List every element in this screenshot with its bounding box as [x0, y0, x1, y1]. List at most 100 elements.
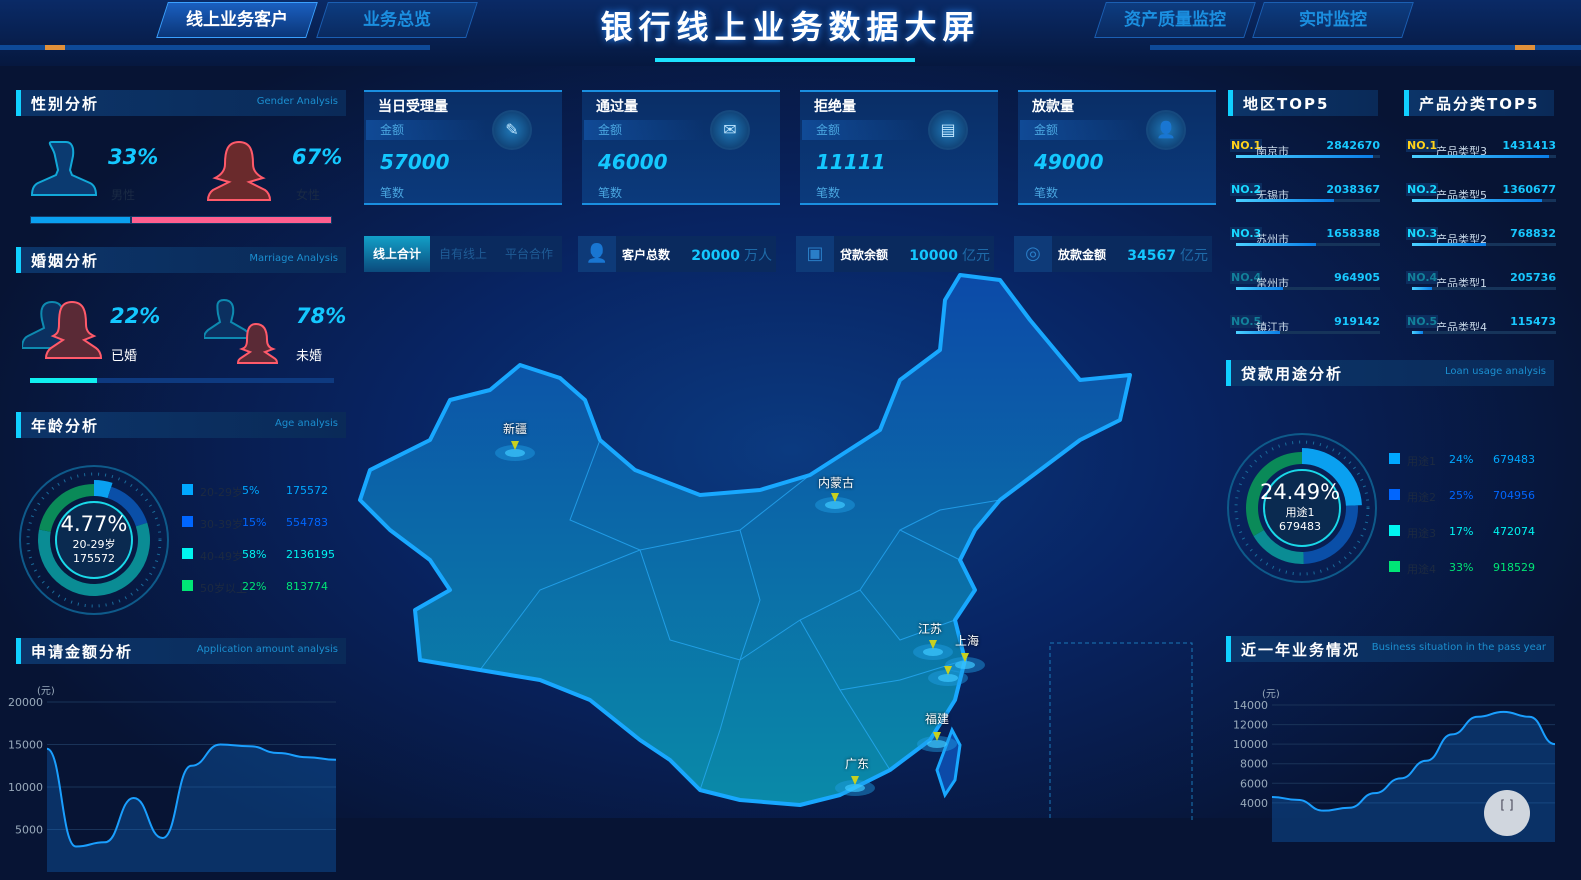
rank-bar-fill	[1236, 331, 1280, 334]
rank-bar-track	[1236, 199, 1380, 202]
card-title: 通过量	[596, 96, 638, 116]
china-map[interactable]	[340, 260, 1220, 820]
rank-value: 1658388	[1326, 227, 1380, 240]
section-subtitle: Business situation in the pass year	[1372, 642, 1546, 653]
section-title: 近一年业务情况	[1241, 639, 1360, 660]
mail-check-icon: ✉	[710, 110, 750, 150]
unmarried-label: 未婚	[296, 345, 322, 364]
legend-percent: 33%	[1449, 561, 1473, 574]
region-top5-header: 地区TOP5	[1228, 90, 1378, 116]
rank-value: 205736	[1510, 271, 1556, 284]
marriage-ratio-bar	[30, 378, 334, 383]
map-ripple-core	[927, 740, 947, 748]
loan_usage-legend-item[interactable]: 用途4 33% 918529	[1389, 561, 1559, 575]
count-label: 笔数	[1034, 184, 1058, 201]
header-accent	[1515, 45, 1535, 50]
rank-value: 1431413	[1502, 139, 1556, 152]
area-fill	[47, 745, 336, 873]
legend-value: 2136195	[286, 548, 335, 561]
age-center-value: 175572	[34, 552, 154, 565]
section-title: 申请金额分析	[31, 641, 133, 662]
y-tick-label: 12000	[1233, 719, 1268, 732]
card-title: 拒绝量	[814, 96, 856, 116]
legend-value: 813774	[286, 580, 328, 593]
card-title: 当日受理量	[378, 96, 448, 116]
count-label: 笔数	[380, 184, 404, 201]
map-ripple-core	[938, 674, 958, 682]
age-donut-center: 4.77% 20-29岁 175572	[34, 512, 154, 565]
female-icon	[206, 140, 272, 202]
unmarried-percent: 78%	[296, 304, 346, 328]
y-tick-label: 10000	[1233, 738, 1268, 751]
married-couple-icon	[22, 298, 104, 362]
card-value: 11111	[816, 150, 886, 174]
legend-percent: 25%	[1449, 489, 1473, 502]
legend-value: 918529	[1493, 561, 1535, 574]
nav-tab-label: 业务总览	[323, 3, 471, 37]
map-label-shanghai[interactable]: 上海	[955, 632, 979, 649]
map-ripple-core	[955, 661, 975, 669]
amount-label: 金额	[366, 120, 486, 140]
header-accent	[45, 45, 65, 50]
map-label-jiangsu[interactable]: 江苏	[918, 620, 942, 637]
map-label-xinjiang[interactable]: 新疆	[503, 420, 527, 437]
female-percent: 67%	[292, 145, 342, 169]
product-top5-header: 产品分类TOP5	[1404, 90, 1554, 116]
rank-bar-track	[1412, 199, 1556, 202]
marriage-section-header: 婚姻分析 Marriage Analysis	[16, 247, 346, 273]
fullscreen-button[interactable]: [ ]	[1484, 790, 1530, 836]
rank-bar-fill	[1236, 155, 1373, 158]
nav-tab-label: 线上业务客户	[163, 3, 311, 37]
count-label: 笔数	[816, 184, 840, 201]
legend-value: 704956	[1493, 489, 1535, 502]
rank-bar-track	[1412, 331, 1556, 334]
map-label-fujian[interactable]: 福建	[925, 710, 949, 727]
section-title: 年龄分析	[31, 415, 99, 436]
document-reject-icon: ▤	[928, 110, 968, 150]
map-label-neimenggu[interactable]: 内蒙古	[818, 474, 854, 491]
page-title: 银行线上业务数据大屏	[500, 2, 1081, 48]
nav-tab-business-overview[interactable]: 业务总览	[316, 2, 478, 38]
rank-bar-track	[1412, 287, 1556, 290]
rank-badge: NO.4	[1406, 271, 1438, 284]
female-bar	[132, 217, 331, 223]
rank-bar-track	[1236, 331, 1380, 334]
map-ripple-core	[923, 648, 943, 656]
legend-name: 用途4	[1407, 561, 1436, 577]
rank-bar-track	[1236, 287, 1380, 290]
card-value: 49000	[1034, 150, 1104, 174]
rank-bar-track	[1236, 155, 1380, 158]
legend-name: 30-39岁	[200, 516, 243, 532]
map-label-guangdong[interactable]: 广东	[845, 755, 869, 772]
rank-bar-fill	[1236, 243, 1316, 246]
rank-bar-fill	[1236, 199, 1334, 202]
nav-tab-online-customers[interactable]: 线上业务客户	[156, 2, 318, 38]
nav-tab-label: 资产质量监控	[1101, 3, 1249, 37]
amount-label: 金额	[802, 120, 922, 140]
section-title: 地区TOP5	[1243, 93, 1329, 114]
fullscreen-icon: [ ]	[1500, 798, 1513, 812]
nav-tab-realtime[interactable]: 实时监控	[1252, 2, 1414, 38]
loan-center-value: 679483	[1240, 520, 1360, 533]
legend-name: 50岁以上	[200, 580, 247, 596]
nav-tab-asset-quality[interactable]: 资产质量监控	[1094, 2, 1256, 38]
